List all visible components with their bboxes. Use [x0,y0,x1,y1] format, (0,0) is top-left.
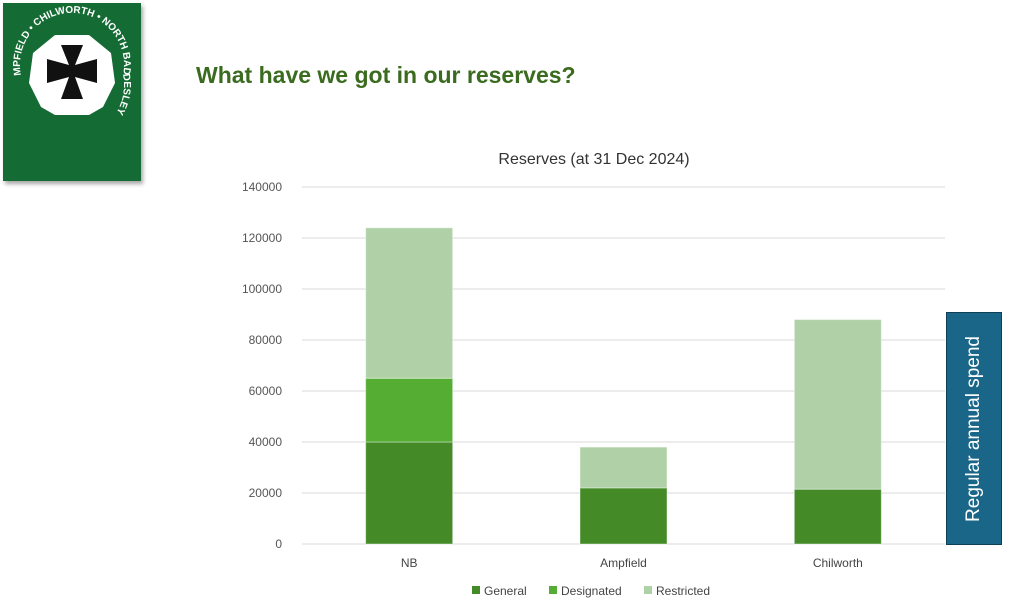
legend-label: Restricted [656,584,710,598]
y-tick-label: 0 [275,537,282,551]
y-tick-label: 140000 [242,180,282,194]
x-tick-label: Chilworth [813,556,863,570]
y-tick-label: 120000 [242,231,282,245]
legend-swatch [549,586,557,594]
bar-restricted-chilworth [793,319,882,490]
bar-general-nb [365,441,454,545]
legend-label: General [484,584,527,598]
regular-annual-spend-box: Regular annual spend [946,312,1002,545]
bar-general-ampfield [579,487,668,545]
bar-general-chilworth [793,488,882,545]
bar-designated-nb [365,377,454,443]
slide-title: What have we got in our reserves? [196,62,576,88]
x-tick-label: Ampfield [600,556,647,570]
x-tick-label: NB [401,556,418,570]
legend-swatch [644,586,652,594]
y-tick-label: 100000 [242,282,282,296]
bar-restricted-nb [365,227,454,379]
y-tick-label: 40000 [249,435,283,449]
chart-title: Reserves (at 31 Dec 2024) [498,151,689,168]
council-logo: AMPFIELD • CHILWORTH • NORTH BADDESLEY [0,0,141,181]
y-tick-label: 20000 [249,486,283,500]
bar-restricted-ampfield [579,446,668,489]
y-tick-label: 60000 [249,384,283,398]
regular-annual-spend-label: Regular annual spend [963,335,985,522]
legend-label: Designated [561,584,622,598]
y-tick-label: 80000 [249,333,283,347]
legend-swatch [472,586,480,594]
